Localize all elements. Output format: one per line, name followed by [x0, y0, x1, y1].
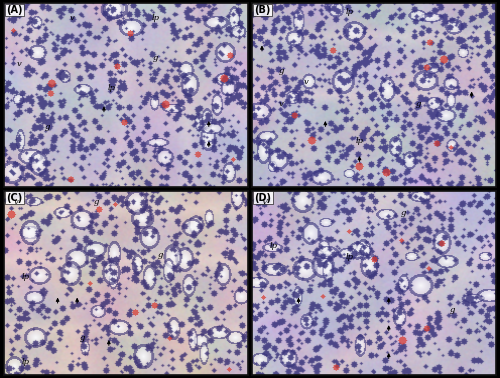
Text: lp: lp: [22, 358, 30, 366]
Text: g: g: [80, 334, 84, 342]
Text: lp: lp: [22, 273, 30, 281]
Text: v: v: [14, 198, 18, 206]
Text: v: v: [279, 101, 284, 108]
Text: (B): (B): [254, 5, 270, 15]
Text: (A): (A): [6, 5, 22, 15]
Text: lp: lp: [356, 137, 364, 145]
Text: g: g: [158, 251, 162, 259]
Text: v: v: [70, 14, 74, 22]
Text: v: v: [16, 60, 21, 68]
Text: v: v: [304, 78, 308, 86]
Text: g: g: [152, 54, 158, 62]
Text: g: g: [400, 209, 406, 217]
Text: (C): (C): [6, 193, 22, 203]
Text: g: g: [416, 101, 420, 108]
Text: lp: lp: [151, 14, 159, 22]
Text: lp: lp: [346, 8, 354, 16]
Text: g: g: [450, 307, 455, 314]
Text: g: g: [279, 67, 284, 75]
Text: (D): (D): [254, 193, 271, 203]
Text: V: V: [262, 198, 268, 206]
Text: g: g: [94, 198, 100, 206]
Text: lp: lp: [270, 242, 278, 250]
Text: g: g: [45, 122, 51, 130]
Text: lp: lp: [346, 253, 354, 261]
Text: lp: lp: [108, 84, 116, 92]
